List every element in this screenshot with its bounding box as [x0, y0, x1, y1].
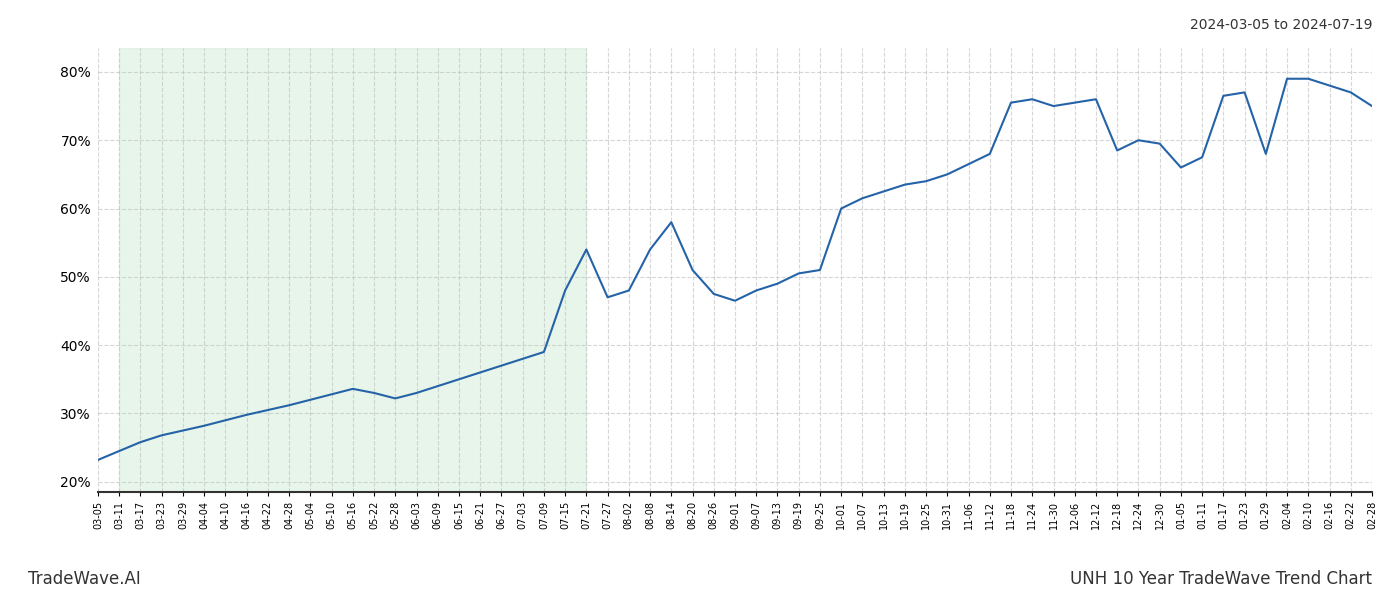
Bar — [119, 48, 587, 492]
Text: TradeWave.AI: TradeWave.AI — [28, 570, 141, 588]
Text: UNH 10 Year TradeWave Trend Chart: UNH 10 Year TradeWave Trend Chart — [1070, 570, 1372, 588]
Text: 2024-03-05 to 2024-07-19: 2024-03-05 to 2024-07-19 — [1190, 18, 1372, 32]
